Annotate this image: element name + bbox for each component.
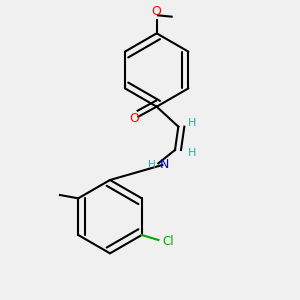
Text: Cl: Cl bbox=[162, 235, 174, 248]
Text: H: H bbox=[148, 160, 156, 170]
Text: H: H bbox=[188, 118, 196, 128]
Text: N: N bbox=[160, 158, 169, 172]
Text: O: O bbox=[129, 112, 139, 125]
Text: O: O bbox=[152, 5, 162, 18]
Text: H: H bbox=[188, 148, 196, 158]
